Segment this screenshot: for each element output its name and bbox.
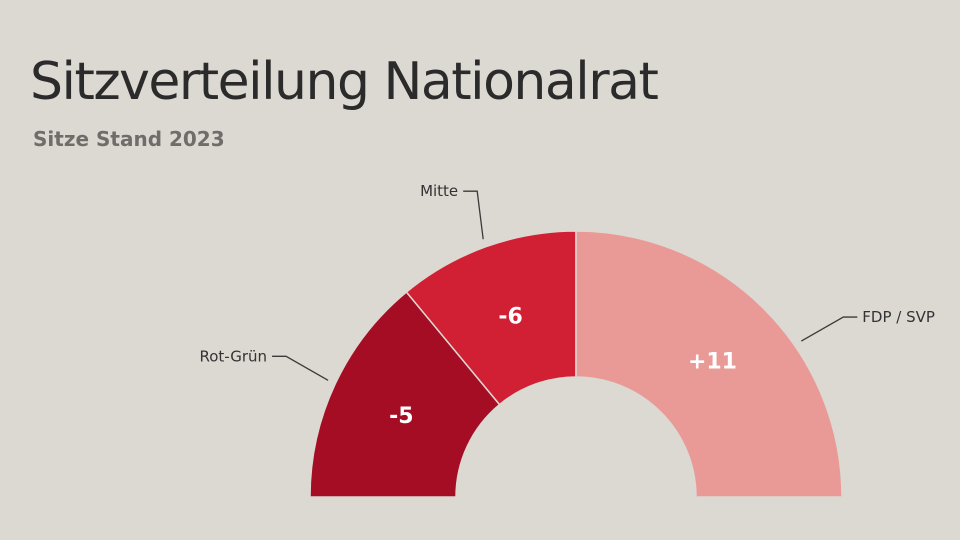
- leader-line: [272, 355, 329, 381]
- chart-title: Sitzverteilung Nationalrat: [30, 52, 659, 112]
- slice-value-label: -5: [389, 404, 413, 429]
- category-label: Rot-Grün: [199, 347, 267, 365]
- slice-value-label: +11: [688, 350, 737, 375]
- chart-subtitle: Sitze Stand 2023: [33, 127, 225, 151]
- slice-0: [309, 290, 501, 498]
- leader-line: [800, 316, 858, 342]
- slice-2: [575, 230, 843, 498]
- category-label: FDP / SVP: [862, 308, 935, 326]
- leader-line: [463, 190, 484, 240]
- category-label: Mitte: [420, 182, 458, 200]
- slice-value-label: -6: [498, 304, 522, 329]
